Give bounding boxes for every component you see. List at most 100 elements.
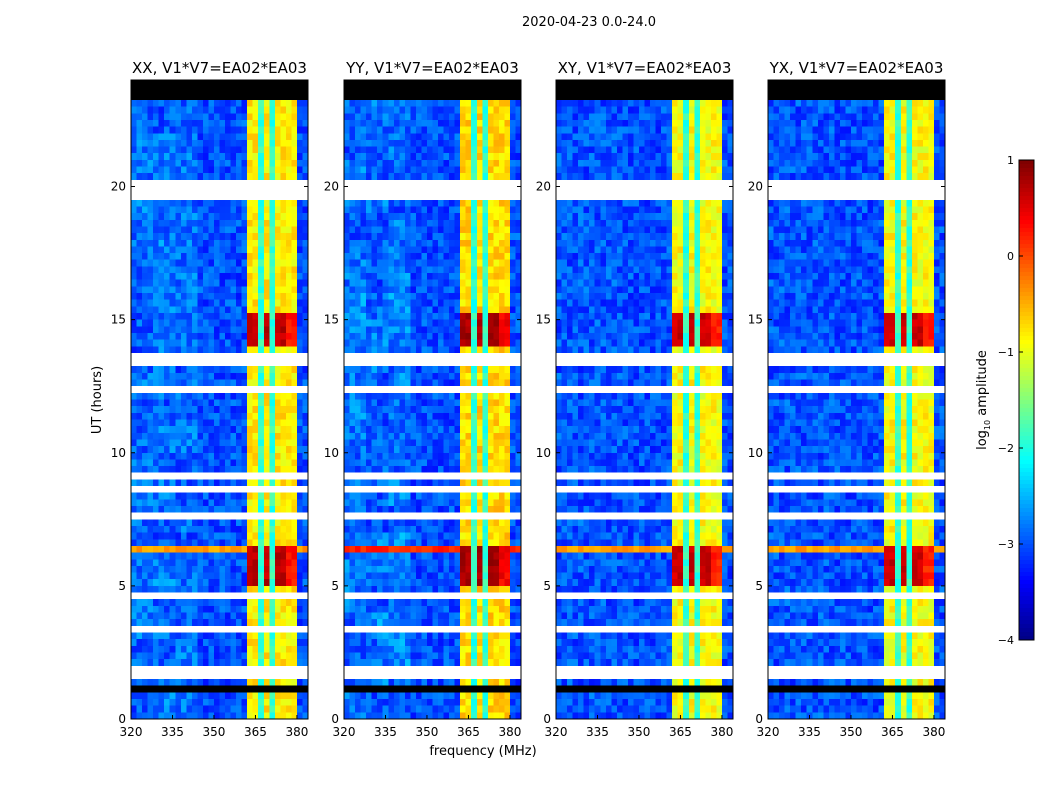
heatmap-cell — [253, 226, 259, 233]
heatmap-cell — [433, 419, 439, 426]
heatmap-cell — [383, 140, 389, 147]
heatmap-cell — [131, 546, 137, 553]
heatmap-cell — [197, 93, 203, 100]
heatmap-cell — [186, 167, 192, 174]
heatmap-cell — [344, 346, 350, 353]
heatmap-cell — [192, 360, 198, 367]
heatmap-cell — [410, 439, 416, 446]
heatmap-cell — [405, 340, 411, 347]
heatmap-cell — [242, 100, 248, 107]
heatmap-cell — [225, 493, 231, 500]
heatmap-cell — [297, 320, 303, 327]
heatmap-cell — [291, 220, 297, 227]
heatmap-cell — [269, 493, 275, 500]
y-tick-label: 0 — [118, 712, 126, 726]
heatmap-cell — [344, 120, 350, 127]
heatmap-cell — [394, 273, 400, 280]
heatmap-cell — [438, 326, 444, 333]
heatmap-cell — [275, 260, 281, 267]
heatmap-cell — [258, 446, 264, 453]
heatmap-cell — [247, 353, 253, 360]
heatmap-cell — [504, 373, 510, 380]
heatmap-cell — [471, 280, 477, 287]
heatmap-cell — [421, 147, 427, 154]
heatmap-cell — [247, 133, 253, 140]
heatmap-cell — [208, 220, 214, 227]
heatmap-cell — [214, 413, 220, 420]
heatmap-cell — [264, 513, 270, 520]
heatmap-cell — [344, 147, 350, 154]
heatmap-cell — [471, 433, 477, 440]
heatmap-cell — [220, 187, 226, 194]
heatmap-cell — [286, 93, 292, 100]
heatmap-cell — [416, 419, 422, 426]
heatmap-cell — [203, 539, 209, 546]
heatmap-cell — [231, 113, 237, 120]
heatmap-cell — [291, 519, 297, 526]
heatmap-cell — [197, 306, 203, 313]
x-tick-label: 320 — [120, 725, 143, 739]
heatmap-cell — [203, 226, 209, 233]
heatmap-cell — [236, 380, 242, 387]
heatmap-cell — [131, 659, 137, 666]
heatmap-cell — [137, 652, 143, 659]
heatmap-cell — [460, 87, 466, 94]
heatmap-cell — [236, 206, 242, 213]
heatmap-cell — [192, 180, 198, 187]
heatmap-cell — [377, 200, 383, 207]
heatmap-cell — [297, 533, 303, 540]
heatmap-cell — [220, 393, 226, 400]
heatmap-cell — [142, 213, 148, 220]
heatmap-cell — [297, 686, 303, 693]
heatmap-cell — [361, 160, 367, 167]
heatmap-cell — [394, 153, 400, 160]
heatmap-cell — [477, 113, 483, 120]
heatmap-cell — [297, 120, 303, 127]
heatmap-cell — [142, 286, 148, 293]
heatmap-cell — [416, 373, 422, 380]
heatmap-cell — [377, 426, 383, 433]
heatmap-cell — [148, 686, 154, 693]
heatmap-cell — [286, 626, 292, 633]
heatmap-cell — [186, 419, 192, 426]
heatmap-cell — [247, 553, 253, 560]
heatmap-cell — [170, 87, 176, 94]
heatmap-cell — [366, 346, 372, 353]
heatmap-cell — [280, 499, 286, 506]
heatmap-cell — [203, 220, 209, 227]
heatmap-cell — [247, 433, 253, 440]
heatmap-cell — [247, 473, 253, 480]
heatmap-cell — [175, 140, 181, 147]
heatmap-cell — [231, 200, 237, 207]
heatmap-cell — [366, 419, 372, 426]
heatmap-cell — [214, 360, 220, 367]
heatmap-cell — [399, 226, 405, 233]
heatmap-cell — [159, 519, 165, 526]
heatmap-cell — [286, 266, 292, 273]
heatmap-cell — [355, 386, 361, 393]
heatmap-cell — [383, 340, 389, 347]
heatmap-cell — [170, 200, 176, 207]
heatmap-cell — [466, 320, 472, 327]
heatmap-cell — [388, 300, 394, 307]
heatmap-cell — [264, 246, 270, 253]
heatmap-cell — [142, 220, 148, 227]
heatmap-cell — [220, 340, 226, 347]
heatmap-cell — [499, 120, 505, 127]
heatmap-cell — [383, 366, 389, 373]
heatmap-cell — [137, 546, 143, 553]
heatmap-cell — [164, 226, 170, 233]
heatmap-cell — [269, 280, 275, 287]
heatmap-cell — [181, 439, 187, 446]
heatmap-cell — [361, 180, 367, 187]
heatmap-cell — [164, 613, 170, 620]
heatmap-cell — [399, 333, 405, 340]
heatmap-cell — [488, 266, 494, 273]
heatmap-cell — [471, 226, 477, 233]
heatmap-cell — [471, 180, 477, 187]
heatmap-cell — [142, 672, 148, 679]
heatmap-cell — [286, 652, 292, 659]
heatmap-cell — [253, 519, 259, 526]
heatmap-cell — [388, 366, 394, 373]
heatmap-cell — [175, 386, 181, 393]
